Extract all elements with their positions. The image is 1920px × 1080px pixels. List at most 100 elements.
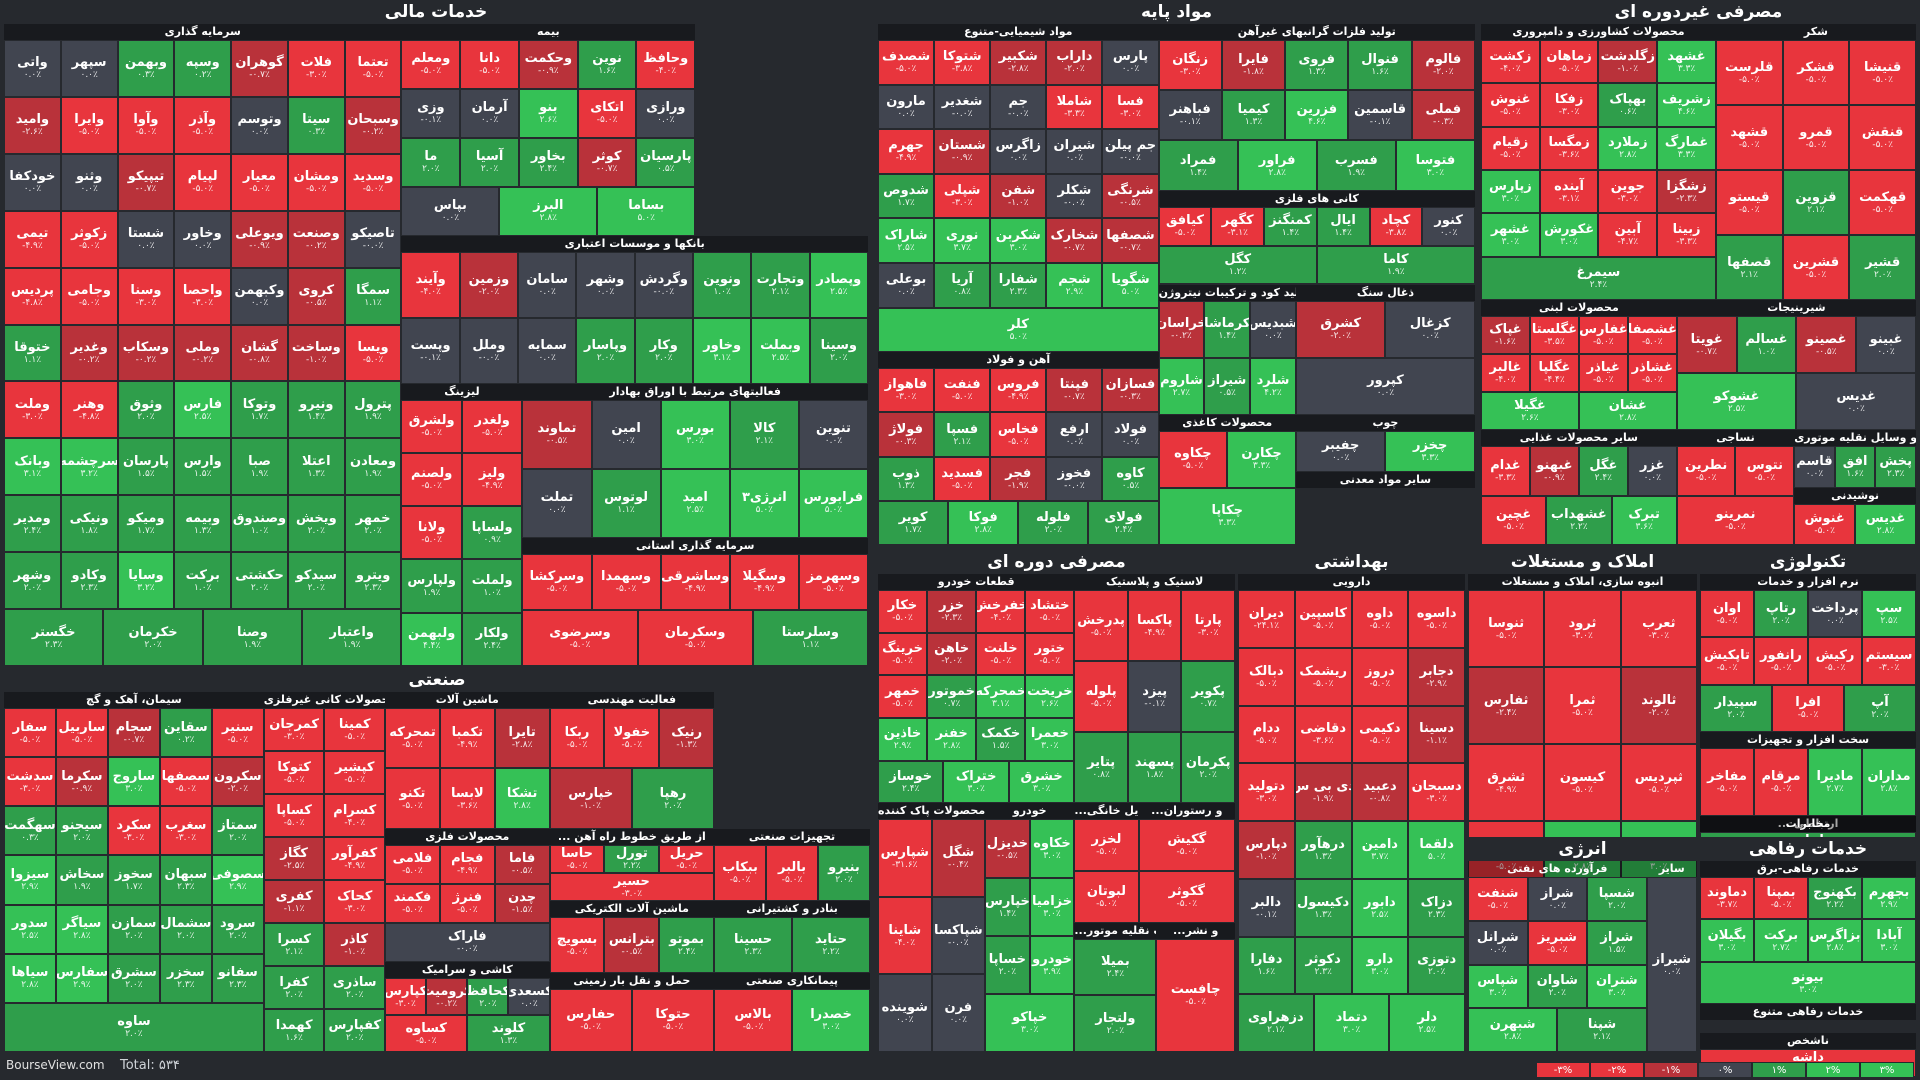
stock-tile[interactable]: سصفها -۵.۰٪	[159, 757, 212, 807]
stock-tile[interactable]: ومعادن ۱.۹٪	[344, 438, 402, 496]
stock-tile[interactable]: دالبر -۰.۱٪	[1238, 878, 1295, 937]
stock-tile[interactable]: وگردش -۰.۰٪	[634, 251, 693, 318]
stock-tile[interactable]: اتکای -۵.۰٪	[577, 88, 637, 138]
stock-tile[interactable]: فتوسا ۳.۰٪	[1395, 140, 1476, 191]
stock-tile[interactable]: کگهر -۳.۱٪	[1211, 206, 1265, 246]
stock-tile[interactable]: کپارس -۳.۰٪	[385, 978, 427, 1015]
stock-tile[interactable]: سفارس ۲.۹٪	[55, 953, 108, 1003]
stock-tile[interactable]: ولانا -۵.۰٪	[401, 506, 462, 560]
stock-tile[interactable]: خفرخش-۴.۰٪	[976, 590, 1026, 633]
stock-tile[interactable]: شرانل ۰.۰٪	[1468, 920, 1528, 965]
stock-tile[interactable]: وکبهمن ۰.۰٪	[231, 267, 288, 325]
stock-tile[interactable]: وساخت -۱.۰٪	[287, 324, 345, 382]
stock-tile[interactable]: دلقما ۵.۰٪	[1408, 821, 1465, 879]
stock-tile[interactable]: سقاین ۰.۲٪	[159, 708, 212, 758]
group-title[interactable]: ... ارتباطی	[1700, 815, 1916, 832]
group-title[interactable]: مخابرات	[1700, 815, 1916, 832]
stock-tile[interactable]: وصندوق ۱.۰٪	[231, 495, 288, 553]
stock-tile[interactable]: کرومیت-۰.۲٪	[426, 978, 468, 1015]
stock-tile[interactable]: داسوه -۵.۰٪	[1408, 590, 1465, 648]
stock-tile[interactable]: وملت -۳.۰٪	[4, 381, 61, 439]
stock-tile[interactable]: فلامی -۵.۰٪	[385, 844, 440, 884]
stock-tile[interactable]: فاما -۰.۵٪	[494, 844, 550, 884]
group-title[interactable]: ...ساخت نقلیه موتور	[1074, 922, 1157, 939]
stock-tile[interactable]: ساربیل -۵.۰٪	[55, 708, 108, 758]
group-title[interactable]: ...و نشر	[1156, 922, 1235, 939]
stock-tile[interactable]: ولیز -۴.۹٪	[461, 452, 523, 507]
stock-tile[interactable]: سیستم -۳.۰٪	[1862, 637, 1916, 685]
group-title[interactable]: سایر محصولات غذایی	[1481, 430, 1677, 447]
stock-tile[interactable]: کفرا ۲.۰٪	[263, 966, 325, 1009]
group-title[interactable]: نوشیدنی	[1794, 487, 1916, 504]
stock-tile[interactable]: زملارد ۲.۸٪	[1598, 126, 1658, 171]
group-title[interactable]: دارویی	[1238, 574, 1465, 590]
stock-tile[interactable]: مادیرا ۲.۷٪	[1808, 747, 1862, 816]
stock-tile[interactable]: پارسان ۱.۵٪	[117, 438, 175, 496]
stock-tile[interactable]: ختوقا ۱.۱٪	[4, 324, 61, 382]
stock-tile[interactable]: فمراد ۱.۴٪	[1158, 140, 1238, 191]
stock-tile[interactable]: تکمبا -۴.۹٪	[439, 708, 495, 769]
stock-tile[interactable]: شرنگی -۰.۵٪	[1102, 173, 1159, 219]
stock-tile[interactable]: چکارن ۳.۳٪	[1227, 430, 1296, 488]
stock-tile[interactable]: شاروم ۲.۷٪	[1158, 357, 1205, 415]
stock-tile[interactable]: زگلدشت -۱.۰٪	[1598, 40, 1658, 84]
stock-tile[interactable]: گشان -۰.۸٪	[231, 324, 288, 382]
stock-tile[interactable]: وحکمت -۰.۹٪	[518, 40, 578, 89]
sector-title[interactable]: صنعتی	[4, 668, 870, 692]
stock-tile[interactable]: خاذین ۲.۹٪	[878, 718, 928, 761]
group-title[interactable]: نرم افزار و خدمات	[1700, 574, 1916, 590]
stock-tile[interactable]: اوان -۵.۰٪	[1700, 590, 1754, 638]
stock-tile[interactable]: وسلرستا ۱.۱٪	[752, 609, 868, 666]
stock-tile[interactable]: غگلپا -۴.۴٪	[1529, 354, 1579, 393]
stock-tile[interactable]: زبینا -۳.۳٪	[1657, 213, 1716, 257]
stock-tile[interactable]: بوعلی ۰.۰٪	[878, 262, 935, 308]
stock-tile[interactable]: دامین ۳.۷٪	[1351, 821, 1409, 879]
stock-tile[interactable]: ما ۲.۰٪	[401, 137, 461, 187]
stock-tile[interactable]: فایرا -۱.۸٪	[1221, 40, 1286, 91]
stock-tile[interactable]: پکویر ۰.۷٪	[1181, 661, 1235, 733]
stock-tile[interactable]: کاوه ۰.۵٪	[1102, 456, 1159, 501]
stock-tile[interactable]: غشان ۲.۸٪	[1578, 392, 1677, 431]
sector-title[interactable]: املاک و مستغلات	[1468, 550, 1697, 574]
stock-tile[interactable]: کفرآور -۴.۹٪	[324, 837, 386, 880]
stock-tile[interactable]: وبملت ۲.۵٪	[751, 317, 810, 384]
stock-tile[interactable]: شکربن ۳.۰٪	[990, 218, 1047, 263]
group-title[interactable]: فرآورده های نفتی	[1468, 861, 1647, 877]
stock-tile[interactable]: حریل -۵.۰٪	[659, 844, 715, 873]
sector-title[interactable]: خدمات رفاهی	[1700, 837, 1916, 861]
stock-tile[interactable]: پاکسا -۴.۹٪	[1127, 590, 1182, 662]
stock-tile[interactable]: چکاپا ۳.۳٪	[1158, 487, 1296, 545]
group-title[interactable]: ماشین آلات الکتریکی	[549, 900, 715, 917]
stock-tile[interactable]: وسدید -۵.۰٪	[344, 153, 402, 211]
stock-tile[interactable]: آبین -۴.۷٪	[1598, 213, 1658, 257]
stock-tile[interactable]: چافست -۵.۰٪	[1156, 938, 1235, 1052]
stock-tile[interactable]: پتایر ۰.۸٪	[1074, 732, 1128, 804]
stock-tile[interactable]: فکمند -۵.۰٪	[385, 883, 440, 923]
stock-tile[interactable]: ویترو ۲.۳٪	[344, 552, 402, 610]
group-title[interactable]: نساجی	[1676, 430, 1795, 447]
stock-tile[interactable]: سمایه ۰.۰٪	[518, 317, 577, 384]
stock-tile[interactable]: شیراز ۰.۵٪	[1204, 357, 1251, 415]
stock-tile[interactable]: پسهند ۱.۸٪	[1127, 732, 1182, 804]
stock-tile[interactable]: شاملا -۳.۳٪	[1046, 84, 1103, 130]
stock-tile[interactable]: تماوند -۰.۵٪	[522, 399, 592, 469]
stock-tile[interactable]: غبینو ۰.۰٪	[1856, 316, 1916, 374]
group-title[interactable]: خودرو	[985, 803, 1075, 820]
stock-tile[interactable]: فسپا ۲.۱٪	[934, 412, 991, 457]
group-title[interactable]: شکر	[1715, 24, 1916, 40]
stock-tile[interactable]: ارفع ۰.۰٪	[1046, 412, 1103, 457]
stock-tile[interactable]: ومدیر ۲.۴٪	[4, 495, 61, 553]
stock-tile[interactable]: بنیرو ۲.۰٪	[818, 844, 870, 901]
stock-tile[interactable]: وشهر ۰.۰٪	[576, 251, 635, 318]
stock-tile[interactable]: کهمدا ۱.۶٪	[263, 1009, 325, 1052]
stock-tile[interactable]: خصدرا ۳.۰٪	[792, 988, 870, 1052]
stock-tile[interactable]: دتوزی ۲.۰٪	[1408, 936, 1465, 995]
stock-tile[interactable]: غشهد ۳.۳٪	[1657, 40, 1716, 84]
stock-tile[interactable]: غگل ۲.۴٪	[1578, 446, 1628, 496]
stock-tile[interactable]: ولغدر -۵.۰٪	[461, 399, 523, 453]
stock-tile[interactable]: شستان -۰.۹٪	[934, 129, 991, 174]
stock-tile[interactable]: غسالم ۱.۰٪	[1736, 316, 1797, 374]
group-title[interactable]: محصولات پاک کننده	[878, 803, 986, 820]
stock-tile[interactable]: شگل -۰.۴٪	[931, 819, 986, 897]
stock-tile[interactable]: خپارس -۱.۰٪	[549, 768, 632, 829]
